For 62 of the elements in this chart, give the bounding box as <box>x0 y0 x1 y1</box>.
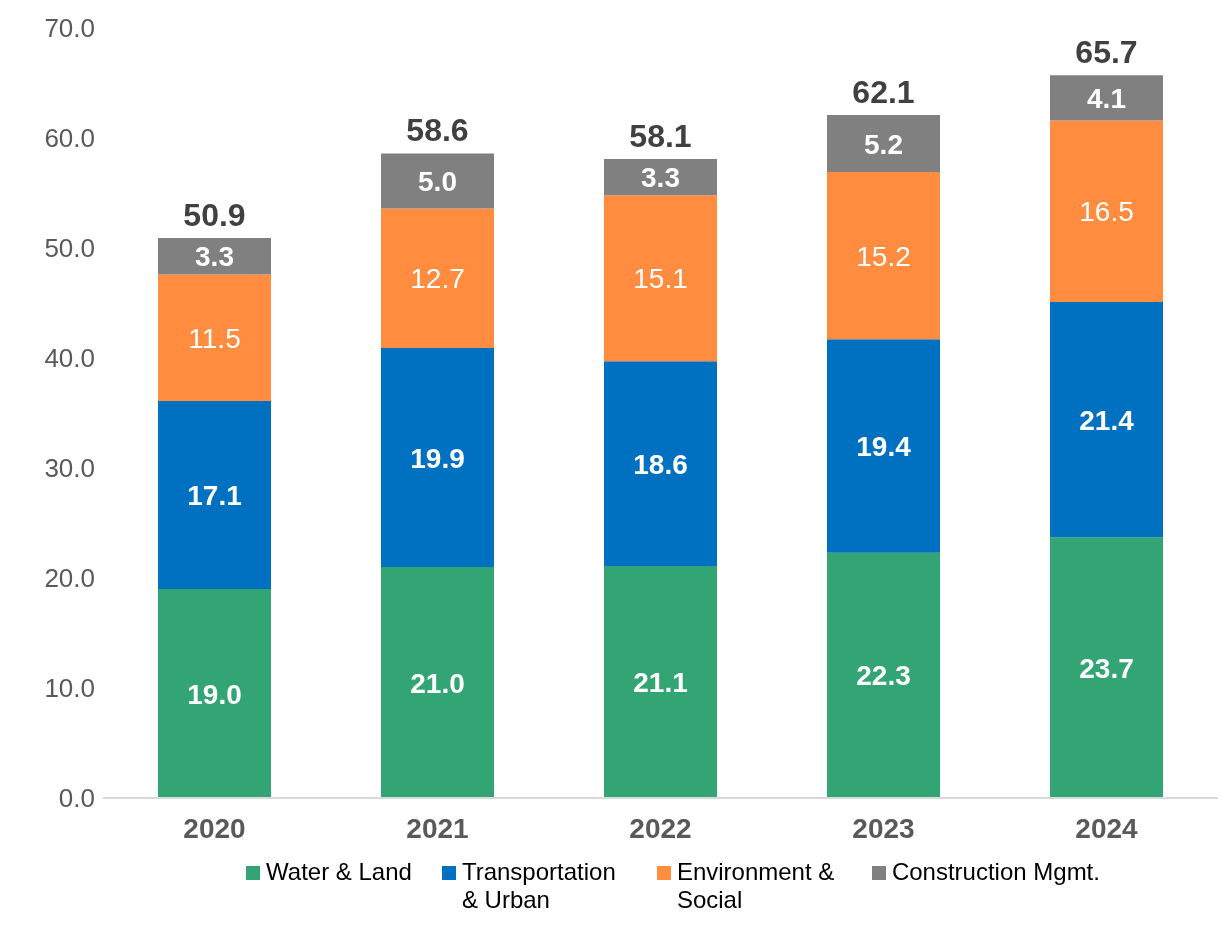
data-label: 15.2 <box>856 240 911 272</box>
data-label: 3.3 <box>195 241 234 273</box>
x-tick-label: 2024 <box>1075 812 1139 844</box>
data-label: 12.7 <box>410 263 465 295</box>
bar <box>604 565 717 798</box>
data-label: 21.1 <box>633 666 688 698</box>
y-tick-label: 40.0 <box>44 343 95 374</box>
y-tick-label: 50.0 <box>44 233 95 264</box>
x-tick-label: 2023 <box>852 812 915 844</box>
legend-label: Water & Land <box>266 858 412 886</box>
data-label: 3.3 <box>641 162 680 194</box>
bar <box>158 400 271 589</box>
bar <box>1050 120 1163 302</box>
bar <box>381 567 494 798</box>
y-tick-label: 0.0 <box>58 783 95 814</box>
bar <box>827 172 940 340</box>
y-tick-label: 30.0 <box>44 453 95 484</box>
x-tick-label: 2021 <box>406 812 469 844</box>
total-label: 65.7 <box>1075 34 1138 71</box>
bar <box>1050 537 1163 798</box>
data-label: 19.4 <box>856 431 912 462</box>
x-tick-label: 2022 <box>629 812 692 844</box>
bar <box>381 348 494 567</box>
bar <box>1050 301 1163 538</box>
bar <box>381 153 494 209</box>
bar <box>604 195 717 362</box>
data-label: 19.0 <box>187 678 242 710</box>
data-label: 22.3 <box>856 660 911 692</box>
bar <box>604 361 717 566</box>
legend-label: Environment & Social <box>676 858 836 914</box>
data-label: 11.5 <box>188 322 241 354</box>
legend-label: Construction Mgmt. <box>891 858 1100 886</box>
data-label: 4.1 <box>1087 82 1126 114</box>
data-label: 5.2 <box>864 128 903 160</box>
data-label: 19.9 <box>410 442 465 474</box>
bar <box>381 208 494 349</box>
bar <box>158 274 271 401</box>
data-label: 16.5 <box>1079 196 1134 228</box>
bar <box>827 114 940 173</box>
total-label: 58.1 <box>629 117 692 154</box>
bar <box>827 552 940 798</box>
total-label: 50.9 <box>183 197 246 234</box>
data-label: 18.6 <box>633 448 688 480</box>
y-tick-label: 10.0 <box>44 673 95 704</box>
bar <box>604 158 717 196</box>
data-label: 21.4 <box>1079 404 1135 436</box>
data-label: 21.0 <box>410 667 465 699</box>
data-label: 17.1 <box>187 479 242 511</box>
data-label: 23.7 <box>1079 652 1134 684</box>
data-label: 5.0 <box>418 165 457 197</box>
bar <box>1050 75 1163 121</box>
total-label: 62.1 <box>852 73 915 110</box>
x-tick-label: 2020 <box>183 812 246 844</box>
bar <box>158 238 271 275</box>
bar <box>827 339 940 553</box>
y-tick-label: 60.0 <box>44 123 95 154</box>
y-tick-label: 20.0 <box>44 563 95 594</box>
data-label: 15.1 <box>633 263 688 295</box>
total-label: 58.6 <box>406 112 469 149</box>
legend-label: Transportation & Urban <box>461 858 617 914</box>
bar <box>158 589 271 798</box>
y-tick-label: 70.0 <box>44 13 95 44</box>
